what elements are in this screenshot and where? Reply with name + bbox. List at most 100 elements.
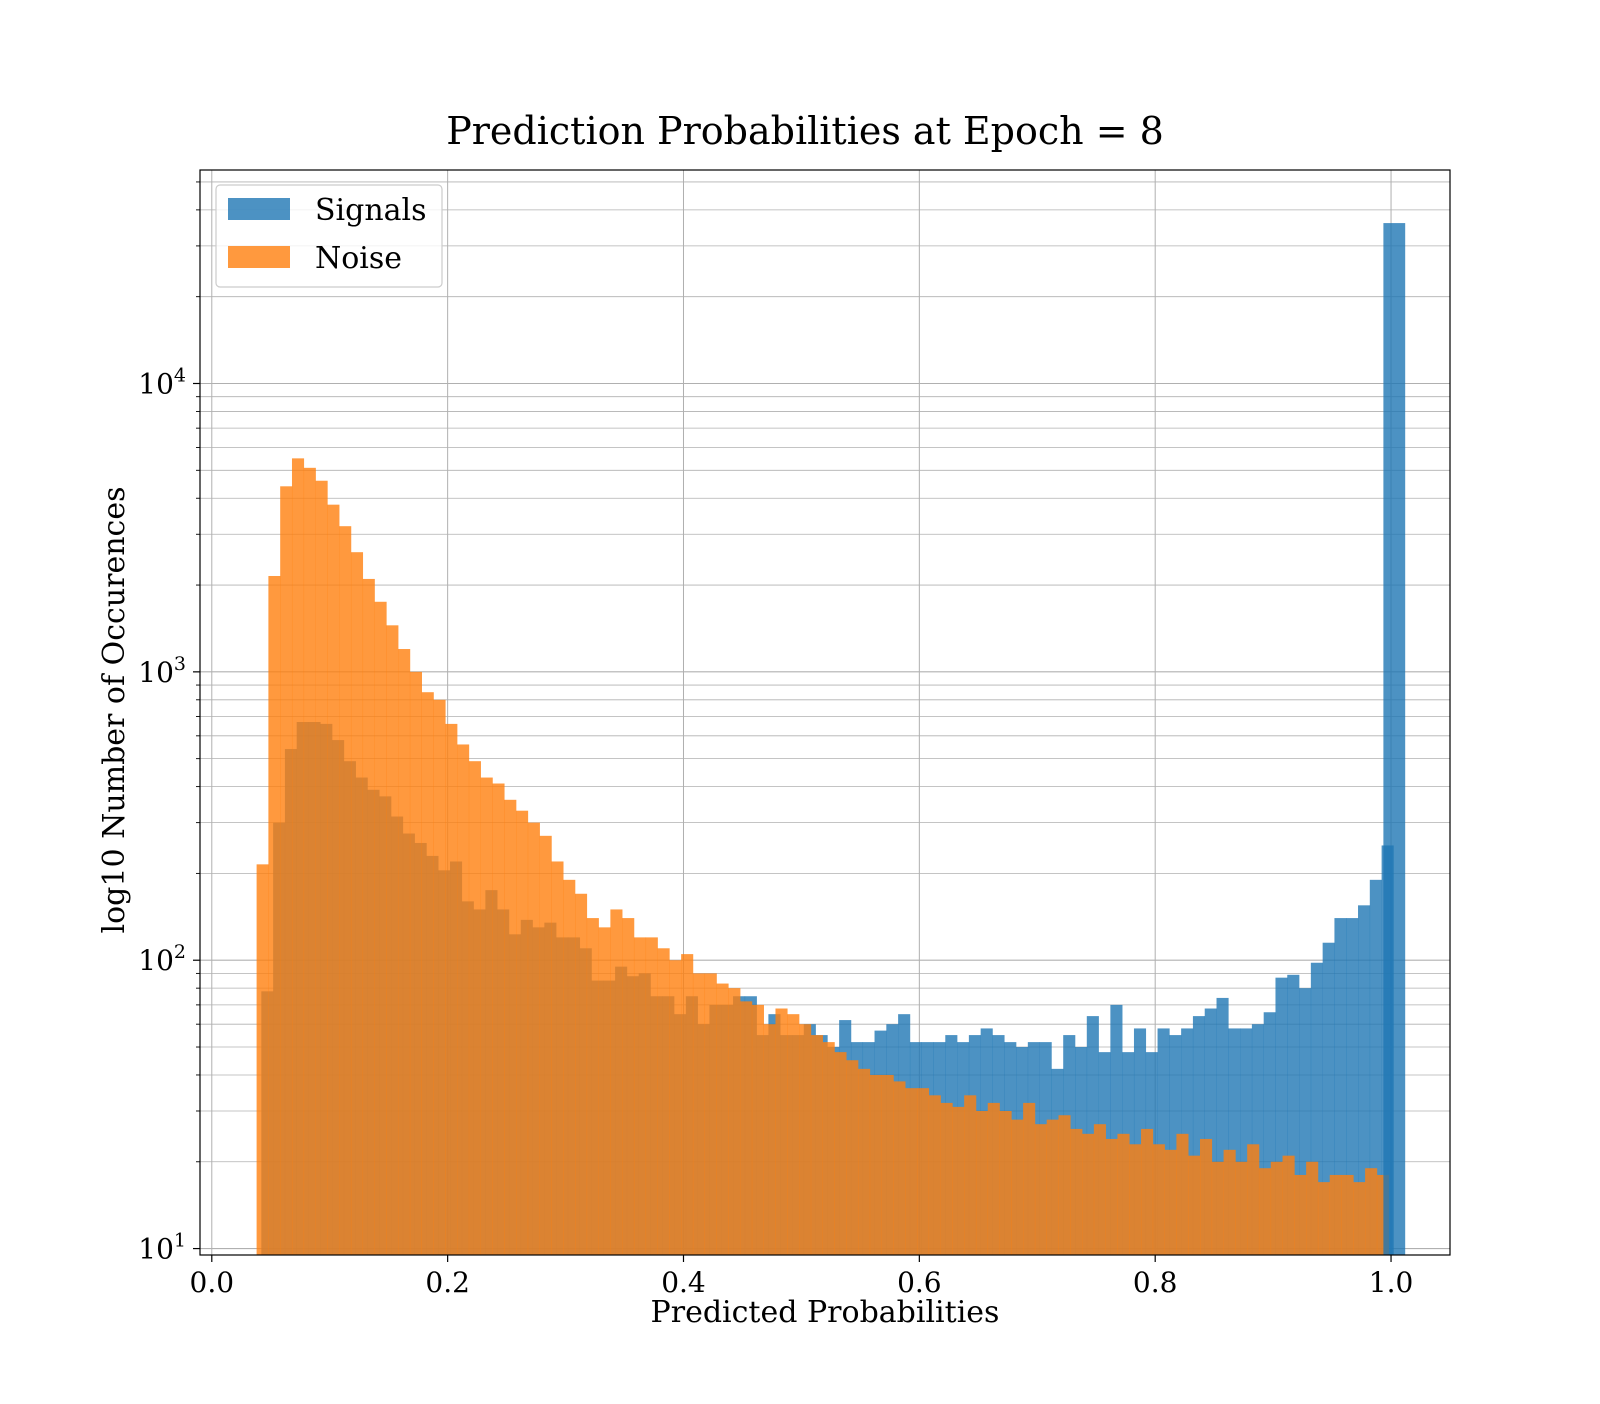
bar-noise (539, 835, 552, 1255)
bar-noise (1365, 1168, 1378, 1255)
bar-noise (881, 1074, 894, 1255)
bar-noise (1117, 1133, 1130, 1255)
bar-noise (504, 799, 517, 1255)
bar-noise (457, 744, 470, 1255)
bar-noise (1258, 1168, 1272, 1255)
bar-noise (964, 1095, 977, 1255)
bar-noise (610, 909, 623, 1255)
bar-noise (1247, 1144, 1260, 1255)
axis-layer: 0.0 0.2 0.4 0.6 0.8 1.0 101 102 103 104 (138, 181, 1414, 1299)
bar-noise (858, 1068, 871, 1255)
bar-signals-peak (1383, 223, 1406, 1255)
bar-noise (386, 625, 399, 1255)
bar-noise (480, 777, 493, 1255)
plot-frame (199, 169, 1451, 1256)
bar-noise (952, 1106, 965, 1255)
bar-noise (409, 671, 422, 1255)
legend-swatch-noise (228, 246, 290, 268)
bar-noise (822, 1042, 835, 1255)
bar-noise (799, 1024, 812, 1255)
bar-noise (834, 1052, 847, 1255)
bar-noise (1223, 1149, 1236, 1255)
bar-noise (916, 1088, 930, 1255)
legend-label-noise: Noise (315, 241, 402, 276)
bar-noise (1141, 1128, 1154, 1255)
x-tick-label: 0.0 (190, 1266, 235, 1299)
bar-noise (1164, 1149, 1177, 1255)
bar-noise (398, 649, 411, 1255)
y-tick-label: 104 (138, 364, 186, 400)
bar-noise (1011, 1119, 1024, 1255)
bar-noise (869, 1074, 882, 1255)
bar-noise (1341, 1174, 1354, 1255)
bar-noise (1294, 1174, 1307, 1255)
bar-noise (586, 918, 599, 1255)
bar-noise (740, 1001, 753, 1255)
legend-swatch-signals (228, 198, 290, 220)
bar-noise (445, 723, 458, 1255)
bar-noise (846, 1060, 859, 1255)
bar-noise (374, 601, 387, 1255)
bar-noise (575, 893, 588, 1255)
bar-noise (1105, 1138, 1118, 1255)
bar-noise (339, 526, 352, 1255)
bar-noise (280, 486, 293, 1256)
bar-noise (905, 1088, 918, 1255)
x-tick-label: 0.4 (661, 1266, 706, 1299)
bar-noise (421, 692, 434, 1255)
bar-noise (516, 810, 529, 1255)
bar-noise (893, 1081, 906, 1255)
bar-noise (704, 973, 717, 1255)
bar-noise (810, 1035, 823, 1255)
bar-signals (1334, 918, 1347, 1255)
bar-noise (268, 575, 281, 1255)
bar-noise (775, 1008, 788, 1255)
bar-noise (1058, 1115, 1071, 1255)
bar-noise (681, 954, 694, 1255)
bar-noise (362, 578, 375, 1255)
bar-noise (563, 879, 576, 1255)
bar-noise (1329, 1174, 1342, 1255)
bar-noise (1200, 1138, 1213, 1255)
bar-noise (551, 861, 564, 1255)
bar-noise (1082, 1133, 1095, 1255)
bar-noise (1034, 1124, 1047, 1255)
bar-noise (1306, 1161, 1319, 1255)
bar-noise (1188, 1155, 1201, 1255)
bar-noise (1353, 1182, 1366, 1255)
bar-noise (598, 927, 611, 1255)
bar-noise (492, 783, 505, 1255)
bar-noise (928, 1095, 941, 1255)
bar-noise (327, 504, 340, 1255)
bar-noise (763, 1024, 776, 1255)
bar-noise (1282, 1155, 1295, 1255)
x-tick-label: 0.2 (425, 1266, 470, 1299)
y-axis-label: log10 Number of Occurences (97, 486, 132, 933)
bar-signals (1346, 918, 1359, 1255)
legend-label-signals: Signals (315, 193, 427, 228)
y-tick-label: 101 (138, 1230, 186, 1266)
bar-noise (751, 1004, 764, 1255)
bar-noise (1093, 1124, 1106, 1255)
bar-signals (1358, 905, 1371, 1255)
bar-noise (999, 1110, 1012, 1255)
bar-noise (1317, 1182, 1331, 1255)
bar-noise (633, 937, 647, 1255)
bar-noise (987, 1102, 1000, 1255)
x-tick-label: 0.6 (897, 1266, 942, 1299)
bar-noise (728, 988, 741, 1255)
bar-signals (1369, 879, 1382, 1255)
bar-noise (940, 1102, 953, 1255)
chart-title: Prediction Probabilities at Epoch = 8 (446, 109, 1164, 153)
bar-noise (256, 864, 269, 1255)
bar-noise (315, 480, 328, 1255)
x-axis-label: Predicted Probabilities (651, 1295, 1000, 1330)
bar-noise (1211, 1161, 1224, 1255)
bar-noise (1023, 1102, 1036, 1255)
x-tick-label: 1.0 (1369, 1266, 1414, 1299)
bar-noise (1046, 1119, 1059, 1255)
bar-noise (622, 918, 635, 1255)
bar-noise (692, 973, 706, 1255)
